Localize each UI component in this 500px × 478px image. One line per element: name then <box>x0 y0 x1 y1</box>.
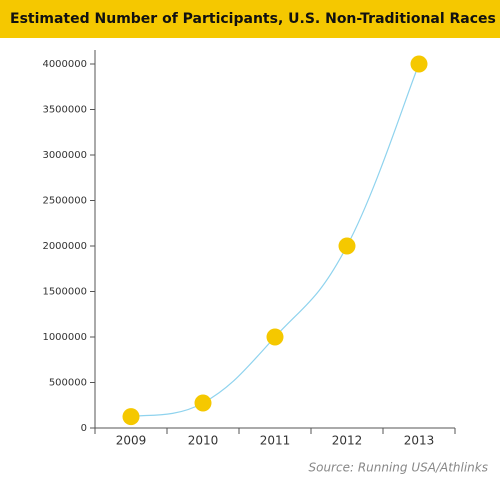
x-tick-label: 2012 <box>332 434 363 448</box>
chart-title: Estimated Number of Participants, U.S. N… <box>10 11 496 27</box>
y-tick-label: 2500000 <box>42 196 87 207</box>
y-tick-label: 500000 <box>49 378 87 389</box>
x-tick-label: 2011 <box>260 434 291 448</box>
x-tick-label: 2010 <box>188 434 219 448</box>
data-point <box>122 408 140 426</box>
data-point <box>410 55 428 73</box>
source-note: Source: Running USA/Athlinks <box>308 461 488 475</box>
data-point <box>194 394 212 412</box>
y-tick-label: 1000000 <box>42 332 87 343</box>
x-tick-label: 2013 <box>404 434 435 448</box>
title-banner <box>0 0 500 38</box>
data-point <box>338 237 356 255</box>
series-line <box>130 63 420 418</box>
data-point <box>266 328 284 346</box>
y-tick-label: 2000000 <box>42 241 87 252</box>
y-tick-label: 3000000 <box>42 150 87 161</box>
y-tick-label: 4000000 <box>42 59 87 70</box>
x-tick-label: 2009 <box>116 434 147 448</box>
y-tick-label: 0 <box>81 423 87 434</box>
y-tick-label: 3500000 <box>42 105 87 116</box>
y-tick-label: 1500000 <box>42 287 87 298</box>
